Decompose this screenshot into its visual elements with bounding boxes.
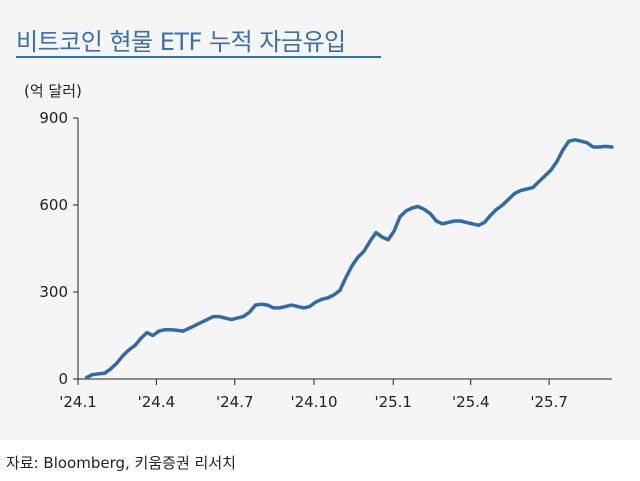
y-tick-label: 600 [39,196,68,214]
y-tick-label: 900 [39,109,68,127]
y-tick-label: 0 [58,370,68,388]
x-axis-ticks: '24.1 '24.4 '24.7 '24.10 '25.1 '25.4 '25.7 [59,379,568,411]
x-tick-label: '25.4 [452,393,490,411]
x-tick-label: '24.7 [216,393,254,411]
x-tick-label: '24.4 [138,393,176,411]
chart-panel [0,0,640,440]
series-line-cumulative-inflow [84,138,614,380]
x-tick-label: '25.1 [374,393,412,411]
chart-title: 비트코인 현물 ETF 누적 자금유입 [16,28,346,56]
y-axis-ticks: 0 300 600 900 [39,109,78,388]
x-tick-label: '25.7 [530,393,568,411]
source-note: 자료: Bloomberg, 키움증권 리서치 [6,454,236,472]
x-tick-label: '24.10 [290,393,337,411]
y-axis-unit-label: (억 달러) [24,82,82,100]
x-tick-label: '24.1 [59,393,97,411]
title-underline [16,56,381,58]
y-tick-label: 300 [39,283,68,301]
